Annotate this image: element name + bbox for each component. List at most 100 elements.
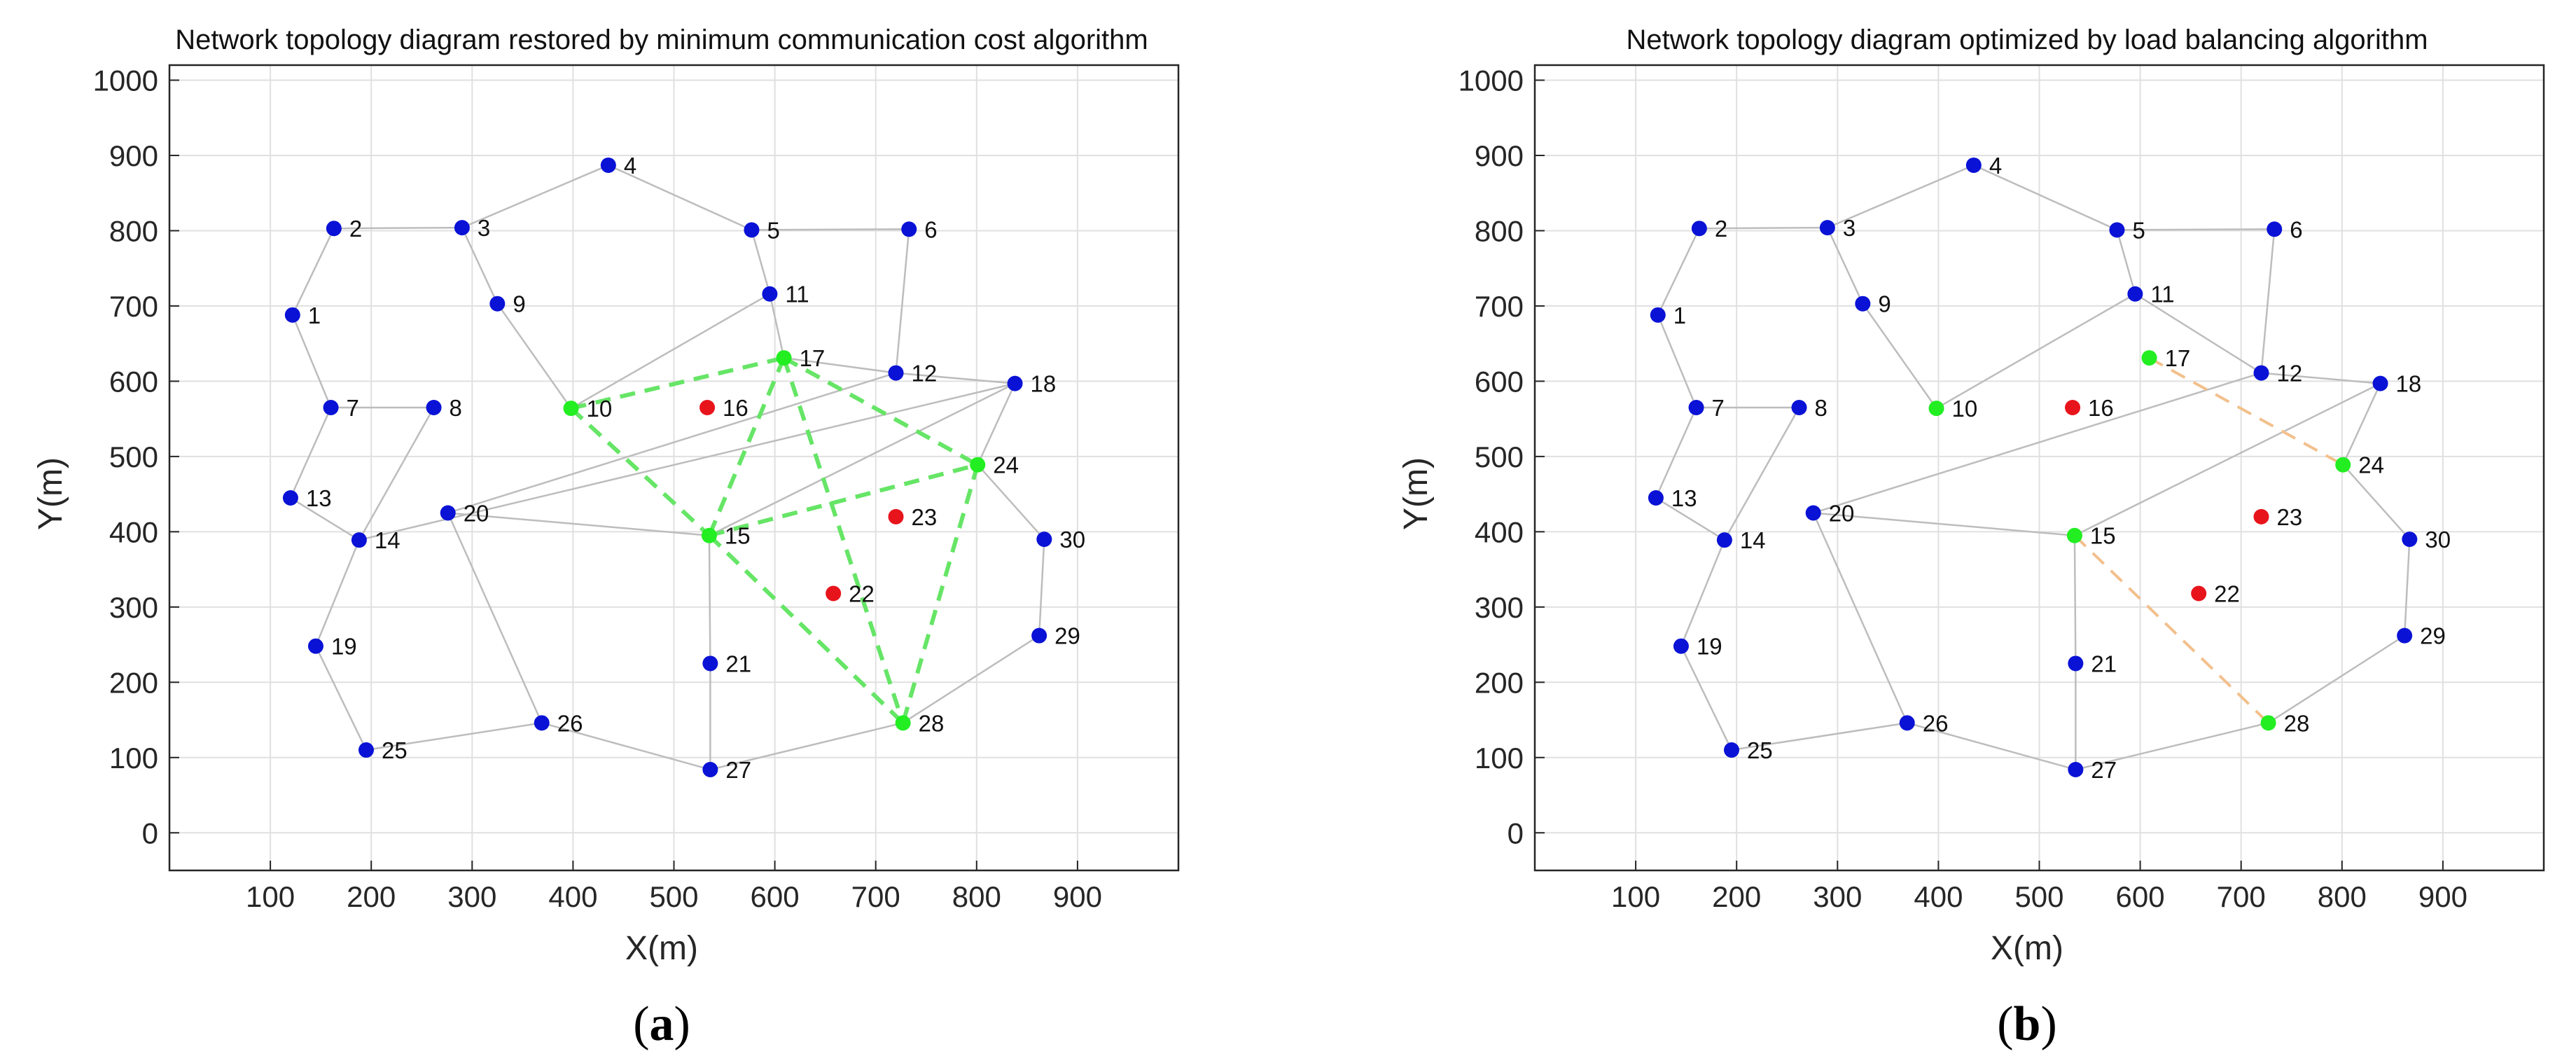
edge-5-11	[2116, 230, 2136, 295]
node-label-19: 19	[1697, 634, 1722, 660]
node-label-30: 30	[1059, 527, 1085, 553]
node-3-normal	[454, 220, 470, 236]
edge-14-8	[358, 407, 435, 541]
node-8-normal	[1791, 400, 1807, 416]
node-label-4: 4	[1989, 153, 2002, 179]
edge-7-13	[1655, 407, 1697, 499]
edge-29-30	[2403, 539, 2411, 636]
x-tick-label: 900	[2418, 880, 2467, 913]
node-9-normal	[1855, 296, 1871, 312]
edge-4-5	[608, 164, 752, 231]
node-22-failed	[826, 585, 842, 602]
node-17-relay	[2141, 350, 2157, 366]
edge-12-18	[2261, 372, 2381, 384]
node-label-9: 9	[513, 291, 525, 317]
x-tick-label: 300	[1813, 880, 1862, 913]
edge-5-6	[751, 228, 910, 231]
node-14-normal	[351, 532, 367, 548]
panel-a-ylabel: Y(m)	[32, 457, 69, 530]
node-label-1: 1	[1673, 303, 1686, 328]
node-label-6: 6	[2290, 216, 2302, 242]
panel-a-plot: 100 200 300 400 500 600 700 800 900 0 100 200 300 400…	[93, 64, 1180, 913]
y-tick-label: 600	[1475, 365, 1524, 398]
node-label-10: 10	[587, 396, 613, 422]
node-17-relay	[776, 350, 792, 366]
edge-14-19	[1680, 539, 1726, 647]
edge-26-20	[1812, 512, 1908, 723]
node-16-failed	[699, 400, 716, 416]
x-tick-label: 100	[1611, 880, 1660, 913]
edge-6-12	[895, 229, 910, 373]
node-18-normal	[2372, 375, 2388, 391]
node-6-normal	[2267, 221, 2283, 237]
edge-20-12	[447, 372, 896, 514]
restored-edge-24-28	[900, 464, 980, 724]
panel-b-ylabel: Y(m)	[1398, 457, 1435, 530]
node-label-7: 7	[347, 395, 359, 421]
plot-frame	[168, 64, 1180, 872]
panel-a-caption: (a)	[633, 997, 690, 1051]
x-tick-label: 200	[347, 880, 396, 913]
node-2-normal	[326, 221, 342, 237]
x-tick-label: 800	[2318, 880, 2367, 913]
edge-3-4	[461, 164, 609, 229]
node-label-16: 16	[2088, 395, 2114, 421]
node-label-22: 22	[849, 581, 875, 606]
node-label-18: 18	[2396, 371, 2422, 397]
edge-20-15	[447, 512, 710, 536]
restored-edge-15-28	[2073, 534, 2269, 724]
edge-30-24	[977, 464, 1045, 540]
edge-11-12	[2134, 293, 2262, 374]
node-5-normal	[2109, 222, 2125, 238]
x-tick-label: 500	[2014, 880, 2063, 913]
edge-18-24	[977, 383, 1016, 466]
node-20-normal	[440, 505, 456, 521]
x-tick-label: 200	[1712, 880, 1761, 913]
y-tick-label: 900	[109, 139, 158, 172]
panel-a-title: Network topology diagram restored by min…	[175, 25, 1148, 55]
y-tick-label: 200	[1475, 666, 1524, 699]
node-26-normal	[534, 715, 550, 731]
node-label-20: 20	[464, 500, 489, 526]
edge-17-12	[784, 356, 896, 374]
edge-19-25	[314, 646, 368, 751]
edge-28-29	[2267, 634, 2405, 724]
restored-edge-17-28	[781, 357, 905, 724]
restored-edge-17-15	[707, 356, 786, 536]
node-23-failed	[2253, 508, 2269, 524]
x-tick-label: 600	[2116, 880, 2165, 913]
node-25-normal	[358, 742, 374, 758]
edge-18-15	[2074, 382, 2381, 536]
edge-14-8	[1723, 407, 1800, 541]
edge-4-5	[1973, 164, 2117, 231]
edge-30-24	[2342, 464, 2411, 540]
node-label-5: 5	[767, 217, 779, 243]
panel-a-xlabel: X(m)	[625, 930, 698, 967]
edge-29-30	[1038, 539, 1045, 636]
node-label-4: 4	[624, 153, 636, 179]
node-21-normal	[702, 655, 718, 672]
edge-15-21	[708, 535, 711, 664]
edge-28-29	[902, 634, 1040, 724]
node-29-normal	[2397, 627, 2413, 644]
edge-27-28	[710, 722, 903, 771]
node-label-12: 12	[912, 361, 938, 387]
node-label-8: 8	[450, 395, 462, 421]
panel-b-title: Network topology diagram optimized by lo…	[1626, 25, 2428, 55]
node-label-6: 6	[924, 216, 937, 242]
node-label-28: 28	[919, 710, 945, 736]
restored-edge-15-28	[707, 534, 905, 725]
node-13-normal	[1648, 489, 1664, 506]
node-label-21: 21	[725, 651, 751, 676]
panel-a: Network topology diagram restored by min…	[32, 25, 1180, 1051]
x-tick-label: 300	[447, 880, 496, 913]
node-4-normal	[1965, 157, 1982, 173]
edge-3-9	[1826, 227, 1864, 305]
node-10-relay	[563, 401, 579, 417]
node-label-22: 22	[2214, 581, 2240, 606]
x-tick-label: 400	[1914, 880, 1963, 913]
edge-11-17	[769, 293, 785, 359]
y-tick-label: 700	[109, 290, 158, 323]
edge-1-2	[291, 228, 335, 316]
node-label-24: 24	[2358, 452, 2384, 478]
